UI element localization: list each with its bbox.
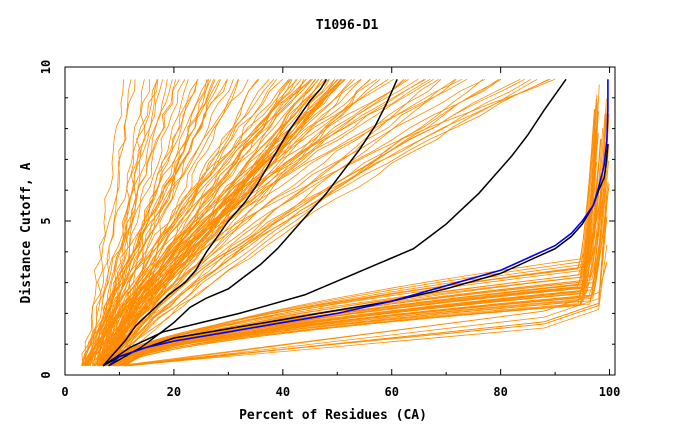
x-tick-label: 100 xyxy=(599,385,621,399)
x-tick-label: 80 xyxy=(493,385,507,399)
model-curve xyxy=(119,187,606,367)
model-curve xyxy=(104,79,177,366)
model-curve xyxy=(105,113,606,367)
model-curve xyxy=(97,79,209,366)
model-curve xyxy=(109,78,556,366)
model-curve xyxy=(108,78,409,366)
model-curve xyxy=(113,121,599,367)
series-line-4 xyxy=(102,143,609,367)
model-curve xyxy=(83,79,228,366)
chart-title: T1096-D1 xyxy=(316,18,379,33)
model-curve xyxy=(81,79,124,366)
highlight-curves xyxy=(102,78,609,367)
model-curve xyxy=(86,79,208,367)
model-curve xyxy=(111,79,221,366)
y-axis: 0 5 10 xyxy=(39,60,615,379)
series-line-1 xyxy=(102,78,328,367)
series-line-5 xyxy=(108,79,609,367)
model-curve xyxy=(89,79,136,366)
y-tick-label: 5 xyxy=(39,217,53,224)
model-curve xyxy=(111,78,532,367)
model-curve xyxy=(114,78,551,366)
model-curve xyxy=(107,78,394,366)
x-tick-label: 0 xyxy=(61,385,68,399)
model-curve xyxy=(112,133,599,367)
model-curve xyxy=(87,79,228,366)
model-curve xyxy=(111,78,501,367)
y-tick-label: 0 xyxy=(39,371,53,378)
x-axis: 0 20 40 60 80 100 xyxy=(61,67,620,399)
model-curve xyxy=(96,79,158,366)
model-curve xyxy=(102,156,595,367)
model-curve xyxy=(88,79,307,366)
y-tick-label: 10 xyxy=(39,60,53,74)
model-curve xyxy=(82,79,297,366)
x-tick-label: 40 xyxy=(276,385,290,399)
model-curve xyxy=(92,78,425,366)
series-line-3 xyxy=(102,78,567,367)
model-curve xyxy=(100,78,456,367)
x-tick-label: 20 xyxy=(167,385,181,399)
model-curve xyxy=(114,78,419,366)
model-curve xyxy=(107,78,313,366)
model-curve xyxy=(103,119,595,367)
model-curve xyxy=(125,196,608,367)
model-curve xyxy=(111,78,549,366)
model-curve xyxy=(97,79,342,367)
model-curves xyxy=(81,78,610,367)
model-curve xyxy=(112,205,608,367)
model-curve xyxy=(97,79,341,367)
model-curve xyxy=(85,79,199,366)
model-curve xyxy=(84,79,249,366)
x-tick-label: 60 xyxy=(385,385,399,399)
model-curve xyxy=(113,79,457,367)
model-curve xyxy=(101,78,463,366)
model-curve xyxy=(103,78,434,366)
y-axis-label: Distance Cutoff, A xyxy=(19,162,34,303)
model-curve xyxy=(85,79,180,366)
model-curve xyxy=(106,78,499,367)
model-curve xyxy=(100,94,598,367)
model-curve xyxy=(101,157,596,367)
model-curve xyxy=(106,78,484,367)
model-curve xyxy=(125,263,608,367)
model-curve xyxy=(123,132,599,367)
model-curve xyxy=(117,98,607,367)
model-curve xyxy=(102,78,525,366)
x-axis-label: Percent of Residues (CA) xyxy=(239,408,427,423)
model-curve xyxy=(81,79,307,366)
model-curve xyxy=(96,79,259,367)
model-curve xyxy=(115,79,319,366)
model-curve xyxy=(117,78,538,366)
model-curve xyxy=(111,79,442,367)
model-curve xyxy=(114,79,322,367)
